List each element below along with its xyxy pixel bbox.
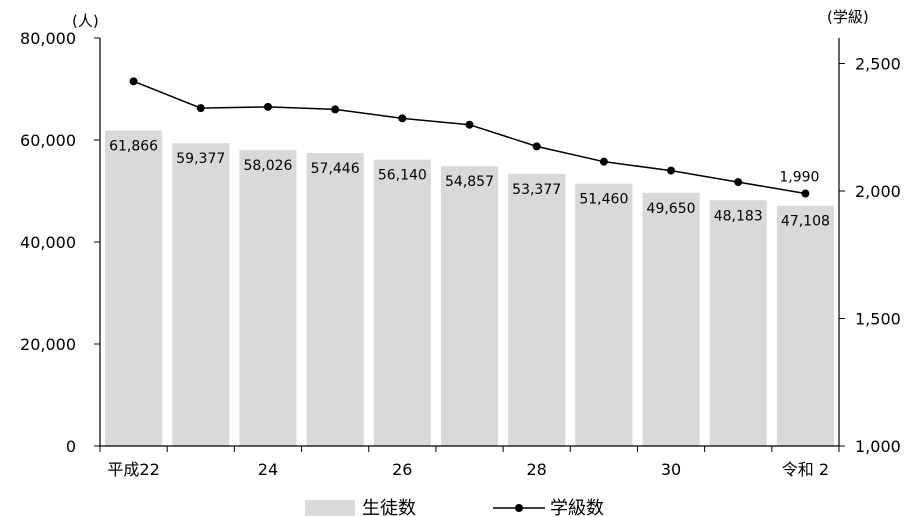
legend-swatch-bar <box>305 500 355 516</box>
bar <box>306 153 364 447</box>
bar <box>575 183 633 446</box>
bar-data-label: 56,140 <box>378 168 427 184</box>
legend-label-bar: 生徒数 <box>362 498 416 517</box>
bar-data-label: 59,377 <box>176 151 225 167</box>
labels-group: 61,866 59,377 58,026 57,446 56,140 54,857 53,3… <box>109 138 830 229</box>
bar <box>642 192 700 446</box>
left-axis-tick-label: 60,000 <box>20 131 76 150</box>
line-point <box>801 189 810 198</box>
bar-data-label: 61,866 <box>109 138 158 154</box>
x-axis-tick-label: 28 <box>527 460 547 479</box>
line-point <box>599 157 608 166</box>
bar <box>105 130 163 446</box>
x-axis-tick-label: 平成22 <box>107 460 159 479</box>
bar-data-label: 49,650 <box>647 201 696 217</box>
line-point <box>129 77 138 86</box>
right-axis-tick-label: 1,000 <box>855 437 901 456</box>
right-axis-tick-label: 1,500 <box>855 310 901 329</box>
bar <box>508 173 566 447</box>
line-point <box>331 105 340 114</box>
line-series-group <box>129 77 810 198</box>
line-point <box>465 120 474 129</box>
line-point <box>263 102 272 111</box>
bar-data-label: 48,183 <box>714 208 763 224</box>
bar-data-label: 57,446 <box>311 161 360 177</box>
left-axis-tick-label: 0 <box>66 437 76 456</box>
left-axis-unit: (人) <box>72 12 99 30</box>
left-axis-tick-label: 20,000 <box>20 335 76 354</box>
right-axis-tick-label: 2,000 <box>855 182 901 201</box>
legend-label-line: 学級数 <box>550 498 604 517</box>
x-axis-tick-label: 24 <box>258 460 278 479</box>
legend-swatch-marker <box>515 504 523 512</box>
legend: 生徒数 学級数 <box>305 498 604 517</box>
bar <box>239 150 297 447</box>
bar-data-label: 58,026 <box>243 158 292 174</box>
line-point <box>734 178 743 187</box>
x-axis-tick-label: 26 <box>392 460 412 479</box>
axes-group: 0 20,000 40,000 60,000 80,000 1,000 1,500 2,000… <box>20 29 901 479</box>
x-axis-tick-label: 令和 2 <box>782 460 829 479</box>
right-axis-tick-label: 2,500 <box>855 55 901 74</box>
bar <box>172 143 230 446</box>
bar <box>440 166 499 446</box>
line-point <box>398 114 407 123</box>
bar-data-label: 54,857 <box>445 174 494 190</box>
bar-data-label: 53,377 <box>512 182 561 198</box>
left-axis-tick-label: 80,000 <box>20 29 76 48</box>
x-axis-tick-label: 30 <box>661 460 681 479</box>
line-data-label: 1,990 <box>779 170 819 186</box>
bars-group <box>105 130 834 447</box>
bar <box>373 159 431 446</box>
line-point <box>667 166 676 175</box>
bar <box>776 205 834 446</box>
left-axis-tick-label: 40,000 <box>20 233 76 252</box>
bar <box>709 200 767 446</box>
bar-data-label: 51,460 <box>579 192 628 208</box>
line-point <box>532 142 541 151</box>
line-point <box>196 104 205 113</box>
bar-data-label: 47,108 <box>781 214 830 230</box>
right-axis-unit: (学級) <box>827 8 869 26</box>
